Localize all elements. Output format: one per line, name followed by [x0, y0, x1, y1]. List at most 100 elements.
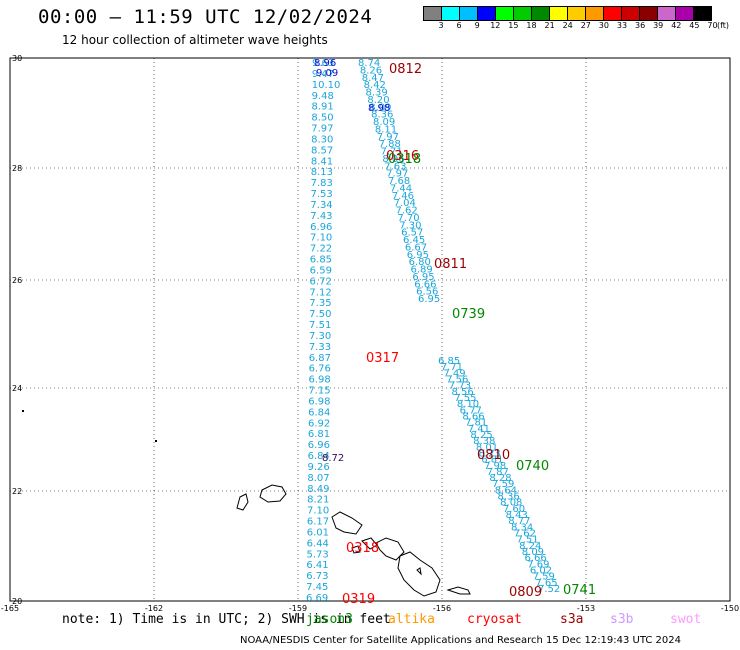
swh-value: 8.20 — [367, 95, 389, 106]
satellite-swot: swot — [670, 612, 702, 627]
swh-value: 8.13 — [311, 167, 333, 178]
swh-value: 6.96 — [310, 222, 332, 233]
swh-value: 8.56 — [452, 387, 474, 398]
swh-value: 8.28 — [489, 473, 511, 484]
swh-value: 7.56 — [446, 374, 468, 385]
swh-value: 8.10 — [457, 399, 479, 410]
swh-value: 9.09 — [316, 68, 338, 79]
swh-value: 8.96 — [314, 58, 336, 69]
swh-value: 7.04 — [394, 198, 416, 209]
swh-value: 7.52 — [538, 584, 560, 595]
swh-value: 7.55 — [454, 393, 476, 404]
swh-value: 9.47 — [312, 69, 334, 80]
swh-value: 6.69 — [306, 593, 328, 604]
lon-tick-label: -156 — [433, 604, 451, 613]
swh-value: 6.57 — [401, 228, 423, 239]
swh-value: 8.64 — [495, 485, 517, 496]
swh-value: 6.84 — [308, 451, 330, 462]
swh-value: 8.72 — [322, 453, 344, 464]
swh-value: 8.34 — [511, 522, 533, 533]
swh-value: 8.36 — [371, 110, 393, 121]
track-time-label: 0811 — [434, 257, 467, 272]
swh-value: 7.81 — [465, 418, 487, 429]
swh-value: 8.06 — [382, 154, 404, 165]
swh-value: 7.10 — [310, 233, 332, 244]
swh-value: 7.53 — [311, 189, 333, 200]
swh-value: 6.72 — [310, 276, 332, 287]
track-time-label: 0316 — [386, 149, 419, 164]
swh-value: 6.85 — [438, 356, 460, 367]
swh-value: 6.41 — [306, 560, 328, 571]
lat-tick-label: 28 — [12, 164, 22, 173]
swh-value: 7.63 — [384, 161, 406, 172]
swh-value: 7.10 — [307, 506, 329, 517]
island-outline — [351, 545, 361, 554]
satellite-jason3: jason3 — [306, 612, 353, 627]
swh-value: 7.97 — [377, 132, 399, 143]
lat-tick-label: 26 — [12, 276, 22, 285]
legend-label: 45 — [689, 21, 700, 30]
swh-value: 8.49 — [307, 484, 329, 495]
track-time-label: 0318 — [388, 152, 421, 167]
island-outline — [446, 586, 471, 595]
island-outline — [397, 551, 441, 597]
swh-value: 7.65 — [535, 578, 557, 589]
legend-label: 12 — [490, 21, 501, 30]
swh-value: 7.34 — [310, 200, 332, 211]
track-time-label: 0812 — [389, 62, 422, 77]
swh-value: 8.26 — [360, 65, 382, 76]
swh-value: 5.73 — [306, 549, 328, 560]
swh-value: 7.30 — [399, 220, 421, 231]
swh-value: 6.17 — [307, 517, 329, 528]
satellite-altika: altika — [388, 612, 435, 627]
track-time-label: 0319 — [342, 592, 375, 607]
swh-value: 6.81 — [308, 429, 330, 440]
swh-value: 7.59 — [492, 479, 514, 490]
swh-value: 8.42 — [364, 80, 386, 91]
swh-value: 7.49 — [443, 368, 465, 379]
swh-value: 8.47 — [362, 73, 384, 84]
swh-value: 8.21 — [307, 495, 329, 506]
swh-value: 6.73 — [306, 571, 328, 582]
lon-tick-label: -153 — [577, 604, 595, 613]
swh-value: 8.09 — [373, 117, 395, 128]
swh-value: 6.85 — [310, 255, 332, 266]
legend-label: 39 — [653, 21, 664, 30]
swh-value: 7.69 — [527, 559, 549, 570]
lon-tick-label: -159 — [289, 604, 307, 613]
lat-tick-label: 24 — [12, 384, 22, 393]
swh-value: 7.87 — [487, 467, 509, 478]
swh-value: 7.73 — [449, 381, 471, 392]
color-legend — [423, 6, 712, 21]
swh-value: 7.50 — [309, 309, 331, 320]
swh-value: 7.71 — [441, 362, 463, 373]
track-time-label: 0317 — [366, 351, 399, 366]
color-legend-labels: 3 6 9 12 15 18 21 24 27 30 33 36 39 42 45 70 (ft) — [423, 21, 733, 33]
legend-label: 30 — [598, 21, 609, 30]
legend-label: 33 — [616, 21, 628, 30]
swh-value: 8.39 — [366, 88, 388, 99]
swh-value: 7.83 — [311, 178, 333, 189]
track-time-label: 0809 — [509, 585, 542, 600]
island-outline — [416, 567, 422, 576]
swh-value: 6.66 — [414, 279, 436, 290]
swh-value: 8.66 — [462, 411, 484, 422]
swh-value: 6.45 — [403, 235, 425, 246]
swh-value: 6.81 — [481, 455, 503, 466]
swh-value: 8.91 — [312, 102, 334, 113]
page-subtitle: 12 hour collection of altimeter wave hei… — [62, 33, 328, 47]
swh-value: 7.12 — [309, 287, 331, 298]
swh-value: 7.97 — [311, 124, 333, 135]
island-outline — [259, 484, 287, 503]
swh-value: 7.71 — [381, 147, 403, 158]
legend-label: 15 — [508, 21, 519, 30]
swh-value: 7.97 — [386, 169, 408, 180]
swh-value: 8.38 — [473, 436, 495, 447]
map-frame — [9, 57, 731, 602]
swh-value: 6.76 — [309, 364, 331, 375]
island-outline — [331, 511, 363, 535]
legend-unit: (ft) — [716, 21, 730, 30]
swh-value: 6.89 — [411, 265, 433, 276]
legend-label: 36 — [635, 21, 646, 30]
satellite-s3a: s3a — [560, 612, 584, 627]
